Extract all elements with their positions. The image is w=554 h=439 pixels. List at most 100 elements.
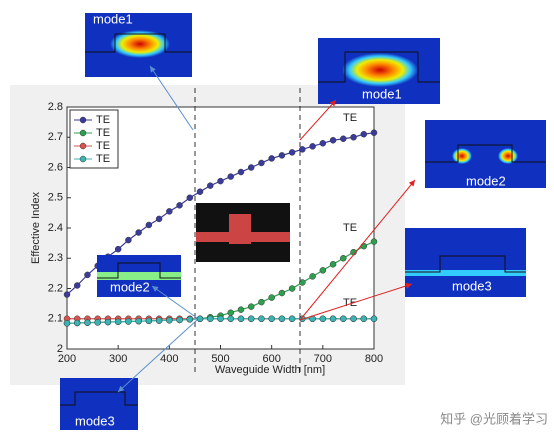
point bbox=[73, 319, 81, 327]
annotation: TE bbox=[343, 297, 357, 309]
point bbox=[84, 319, 91, 326]
x-tick-label: 700 bbox=[314, 353, 332, 365]
arrows bbox=[117, 65, 416, 393]
point bbox=[319, 140, 327, 147]
point bbox=[329, 315, 337, 322]
point bbox=[258, 315, 265, 322]
legend-marker bbox=[79, 142, 87, 150]
point bbox=[237, 168, 245, 176]
point bbox=[309, 143, 316, 150]
point bbox=[125, 318, 132, 325]
point bbox=[155, 215, 163, 223]
point bbox=[63, 291, 71, 298]
point bbox=[155, 317, 163, 324]
point bbox=[196, 315, 204, 322]
point bbox=[350, 134, 357, 141]
point bbox=[166, 208, 173, 215]
point bbox=[73, 282, 81, 289]
point bbox=[258, 298, 265, 306]
mode-label: mode1 bbox=[362, 86, 402, 101]
y-axis-label: Effective Index bbox=[30, 192, 42, 264]
mode-image: mode2 bbox=[97, 255, 181, 297]
mode-image: mode1 bbox=[318, 38, 440, 104]
point bbox=[176, 316, 183, 324]
x-tick-label: 400 bbox=[160, 353, 178, 365]
mode-label: mode2 bbox=[110, 279, 150, 294]
point bbox=[360, 242, 368, 250]
y-tick-label: 2.7 bbox=[48, 131, 63, 143]
point bbox=[145, 317, 153, 325]
x-tick-label: 500 bbox=[211, 353, 229, 365]
point bbox=[299, 146, 306, 153]
point bbox=[370, 238, 378, 245]
point bbox=[370, 315, 378, 322]
annotation: TE bbox=[343, 222, 357, 234]
mode-label: mode3 bbox=[75, 413, 115, 428]
point bbox=[227, 309, 234, 316]
annotation: TE bbox=[343, 112, 357, 124]
mode-label: mode3 bbox=[452, 278, 492, 293]
y-tick-label: 2.2 bbox=[48, 282, 63, 294]
x-tick-label: 600 bbox=[262, 353, 280, 365]
point bbox=[329, 261, 337, 268]
legend-marker bbox=[79, 129, 87, 137]
point bbox=[186, 316, 194, 323]
point bbox=[104, 318, 112, 326]
point bbox=[166, 317, 173, 324]
point bbox=[268, 155, 275, 162]
point bbox=[94, 319, 101, 326]
y-tick-label: 2.8 bbox=[48, 101, 63, 113]
point bbox=[288, 285, 296, 292]
x-tick-label: 300 bbox=[109, 353, 127, 365]
point bbox=[319, 315, 327, 322]
legend-label: TE bbox=[96, 114, 110, 126]
point bbox=[299, 279, 306, 286]
legend-label: TE bbox=[96, 140, 110, 152]
point bbox=[340, 315, 347, 322]
mode-image: mode3 bbox=[60, 378, 138, 430]
mode-label: mode1 bbox=[93, 11, 133, 26]
point bbox=[319, 267, 327, 274]
point bbox=[186, 194, 194, 201]
point bbox=[247, 164, 255, 171]
legend-label: TE bbox=[96, 127, 110, 139]
point bbox=[114, 318, 122, 326]
y-tick-label: 2 bbox=[57, 343, 63, 355]
watermark: 知乎 @光顾着学习 bbox=[440, 411, 548, 426]
point bbox=[207, 182, 214, 189]
point bbox=[268, 315, 275, 322]
mode-image: mode1 bbox=[85, 11, 192, 77]
point bbox=[309, 273, 316, 280]
point bbox=[278, 315, 286, 322]
point bbox=[135, 317, 142, 325]
point bbox=[278, 289, 286, 297]
x-tick-label: 800 bbox=[365, 353, 383, 365]
point bbox=[370, 129, 378, 136]
y-tick-label: 2.6 bbox=[48, 161, 63, 173]
point bbox=[247, 315, 255, 322]
point bbox=[176, 202, 183, 209]
point bbox=[278, 152, 286, 159]
point bbox=[340, 255, 347, 262]
y-tick-label: 2.3 bbox=[48, 252, 63, 264]
point bbox=[114, 245, 122, 253]
mode-image: mode2 bbox=[425, 120, 546, 188]
point bbox=[237, 315, 245, 322]
mode-label: mode2 bbox=[466, 173, 506, 188]
y-tick-label: 2.5 bbox=[48, 192, 63, 204]
point bbox=[340, 135, 347, 143]
point bbox=[360, 315, 368, 322]
point bbox=[125, 236, 132, 244]
mode-image: mode3 bbox=[405, 228, 526, 297]
point bbox=[237, 306, 245, 313]
legend-marker bbox=[79, 155, 87, 163]
point bbox=[84, 271, 91, 279]
point bbox=[63, 320, 71, 327]
y-tick-label: 2.1 bbox=[48, 313, 63, 325]
point bbox=[145, 221, 153, 229]
point bbox=[247, 303, 255, 310]
point bbox=[329, 137, 337, 144]
point bbox=[217, 177, 224, 185]
